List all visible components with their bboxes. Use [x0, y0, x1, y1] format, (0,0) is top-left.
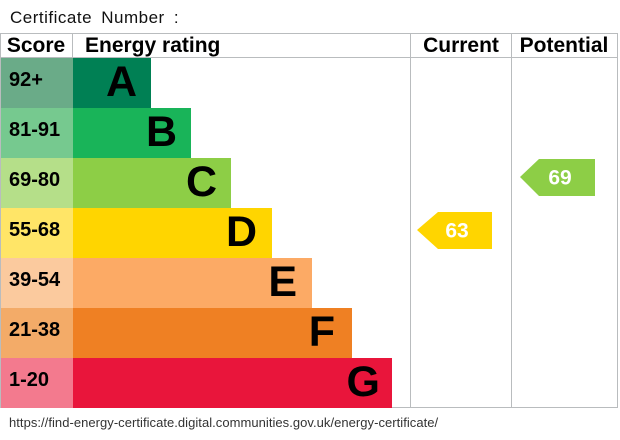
svg-text:63: 63	[445, 220, 468, 243]
svg-text:69: 69	[548, 167, 571, 190]
